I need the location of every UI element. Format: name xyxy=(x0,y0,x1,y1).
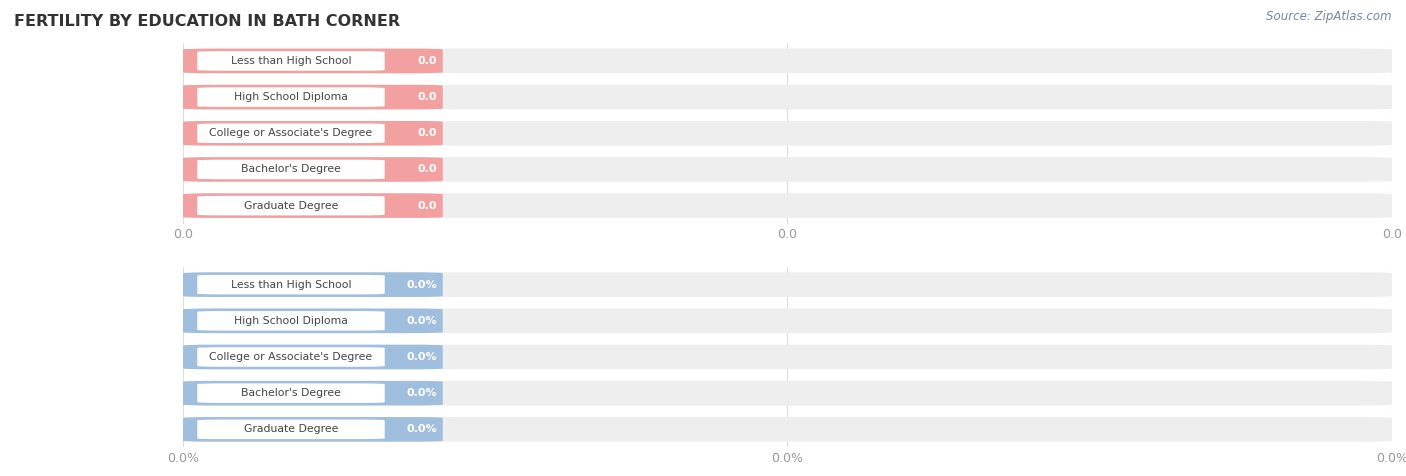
FancyBboxPatch shape xyxy=(183,157,443,182)
Text: 0.0: 0.0 xyxy=(418,200,437,211)
Text: High School Diploma: High School Diploma xyxy=(233,92,347,102)
FancyBboxPatch shape xyxy=(197,311,385,331)
FancyBboxPatch shape xyxy=(183,193,443,218)
FancyBboxPatch shape xyxy=(183,85,443,109)
Text: 0.0%: 0.0% xyxy=(406,352,437,362)
FancyBboxPatch shape xyxy=(197,87,385,107)
FancyBboxPatch shape xyxy=(197,383,385,403)
Text: Source: ZipAtlas.com: Source: ZipAtlas.com xyxy=(1267,10,1392,22)
FancyBboxPatch shape xyxy=(197,275,385,295)
FancyBboxPatch shape xyxy=(183,308,443,333)
FancyBboxPatch shape xyxy=(183,381,1392,406)
Text: 0.0: 0.0 xyxy=(418,92,437,102)
Text: 0.0: 0.0 xyxy=(418,128,437,139)
FancyBboxPatch shape xyxy=(183,417,1392,442)
Text: Bachelor's Degree: Bachelor's Degree xyxy=(240,388,340,398)
Text: 0.0%: 0.0% xyxy=(406,388,437,398)
Text: Less than High School: Less than High School xyxy=(231,279,352,290)
Text: High School Diploma: High School Diploma xyxy=(233,316,347,326)
Text: FERTILITY BY EDUCATION IN BATH CORNER: FERTILITY BY EDUCATION IN BATH CORNER xyxy=(14,14,401,30)
FancyBboxPatch shape xyxy=(183,345,443,369)
FancyBboxPatch shape xyxy=(183,345,1392,369)
Text: College or Associate's Degree: College or Associate's Degree xyxy=(209,352,373,362)
Text: Graduate Degree: Graduate Degree xyxy=(243,424,339,435)
Text: College or Associate's Degree: College or Associate's Degree xyxy=(209,128,373,139)
FancyBboxPatch shape xyxy=(197,419,385,439)
FancyBboxPatch shape xyxy=(183,121,1392,146)
Text: 0.0%: 0.0% xyxy=(406,424,437,435)
FancyBboxPatch shape xyxy=(197,159,385,179)
FancyBboxPatch shape xyxy=(183,381,443,406)
FancyBboxPatch shape xyxy=(183,272,443,297)
FancyBboxPatch shape xyxy=(183,49,443,73)
Text: 0.0%: 0.0% xyxy=(406,316,437,326)
FancyBboxPatch shape xyxy=(197,347,385,367)
FancyBboxPatch shape xyxy=(183,121,443,146)
FancyBboxPatch shape xyxy=(183,272,1392,297)
FancyBboxPatch shape xyxy=(183,193,1392,218)
Text: 0.0: 0.0 xyxy=(418,56,437,66)
Text: Graduate Degree: Graduate Degree xyxy=(243,200,339,211)
Text: Less than High School: Less than High School xyxy=(231,56,352,66)
Text: 0.0: 0.0 xyxy=(418,164,437,175)
FancyBboxPatch shape xyxy=(183,157,1392,182)
FancyBboxPatch shape xyxy=(183,49,1392,73)
FancyBboxPatch shape xyxy=(197,51,385,71)
FancyBboxPatch shape xyxy=(183,417,443,442)
FancyBboxPatch shape xyxy=(183,308,1392,333)
FancyBboxPatch shape xyxy=(183,85,1392,109)
FancyBboxPatch shape xyxy=(197,123,385,143)
Text: 0.0%: 0.0% xyxy=(406,279,437,290)
FancyBboxPatch shape xyxy=(197,196,385,216)
Text: Bachelor's Degree: Bachelor's Degree xyxy=(240,164,340,175)
